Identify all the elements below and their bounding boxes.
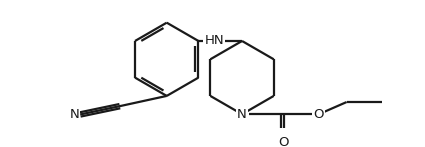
- Text: O: O: [314, 108, 324, 121]
- Text: N: N: [69, 108, 79, 121]
- Text: HN: HN: [204, 35, 224, 47]
- Text: N: N: [237, 108, 247, 121]
- Text: O: O: [279, 136, 289, 147]
